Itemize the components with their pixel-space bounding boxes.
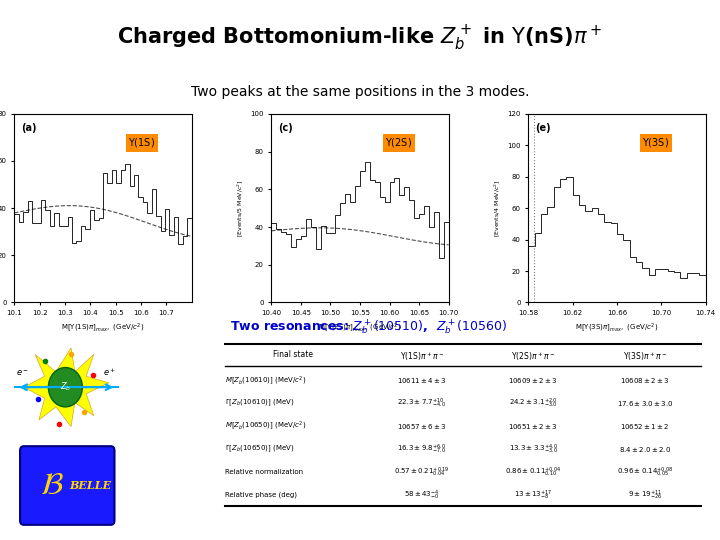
Text: Charged Bottomonium-like $Z_b^+$ in $\Upsilon$(nS)$\pi^+$: Charged Bottomonium-like $Z_b^+$ in $\Up… [117,24,603,53]
Text: $10611 \pm 4 \pm 3$: $10611 \pm 4 \pm 3$ [397,376,446,384]
Text: $10609 \pm 2 \pm 3$: $10609 \pm 2 \pm 3$ [508,376,558,384]
Circle shape [48,368,82,407]
Text: (a): (a) [22,123,37,133]
Text: $\Gamma[Z_b(10610)]$ (MeV): $\Gamma[Z_b(10610)]$ (MeV) [225,398,294,408]
Text: $\Upsilon$(2S)$\pi^+\pi^-$: $\Upsilon$(2S)$\pi^+\pi^-$ [511,350,555,363]
Text: $M[Z_b(10610)]$ (MeV/$c^2$): $M[Z_b(10610)]$ (MeV/$c^2$) [225,374,307,387]
Text: $\Upsilon$(1S): $\Upsilon$(1S) [128,137,156,150]
X-axis label: M[$\Upsilon$(1S)$\pi$]$_{max}$,  (GeV/$c^2$): M[$\Upsilon$(1S)$\pi$]$_{max}$, (GeV/$c^… [61,322,145,334]
Text: $13.3 \pm 3.3^{+4.0}_{-3.0}$: $13.3 \pm 3.3^{+4.0}_{-3.0}$ [509,442,558,456]
Text: $13 \pm 13^{+17}_{-8}$: $13 \pm 13^{+17}_{-8}$ [514,488,552,502]
Text: $22.3 \pm 7.7^{+10}_{-4.0}$: $22.3 \pm 7.7^{+10}_{-4.0}$ [397,396,446,410]
Text: $\Upsilon$(1S)$\pi^+\pi^-$: $\Upsilon$(1S)$\pi^+\pi^-$ [400,350,444,363]
Text: $\Upsilon$(3S)$\pi^+\pi^-$: $\Upsilon$(3S)$\pi^+\pi^-$ [623,350,667,363]
Text: $10608 \pm 2 \pm 3$: $10608 \pm 2 \pm 3$ [620,376,670,384]
X-axis label: M[$\Upsilon$(2S)$\pi$]$_{max}$,  (GeV/$c^2$): M[$\Upsilon$(2S)$\pi$]$_{max}$, (GeV/$c^… [318,322,402,334]
Text: Relative phase (deg): Relative phase (deg) [225,491,297,498]
Text: $e^+$: $e^+$ [103,367,116,379]
Text: $e^-$: $e^-$ [17,369,30,379]
Text: $0.57 \pm 0.21^{+0.19}_{0.04}$: $0.57 \pm 0.21^{+0.19}_{0.04}$ [394,465,449,478]
Text: $24.2 \pm 3.1^{+2.0}_{-3.0}$: $24.2 \pm 3.1^{+2.0}_{-3.0}$ [509,396,557,410]
Polygon shape [24,348,109,427]
Text: $\Upsilon$(3S): $\Upsilon$(3S) [642,137,670,150]
X-axis label: M[$\Upsilon$(3S)$\pi$]$_{max}$,  (GeV/$c^2$): M[$\Upsilon$(3S)$\pi$]$_{max}$, (GeV/$c^… [575,322,659,334]
Text: $M[Z_b(10650)]$ (MeV/$c^2$): $M[Z_b(10650)]$ (MeV/$c^2$) [225,420,307,433]
Text: $8.4 \pm 2.0 \pm 2.0$: $8.4 \pm 2.0 \pm 2.0$ [619,444,671,454]
Text: $58 \pm 43^{-4}_{-0}$: $58 \pm 43^{-4}_{-0}$ [404,488,439,502]
Text: (e): (e) [536,123,551,133]
Text: Final state: Final state [273,350,313,359]
Text: (c): (c) [279,123,293,133]
FancyBboxPatch shape [20,446,114,525]
Text: $\Gamma[Z_b(10650)]$ (MeV): $\Gamma[Z_b(10650)]$ (MeV) [225,444,294,454]
Text: $Z_b$: $Z_b$ [60,381,71,394]
Text: $10651 \pm 2 \pm 3$: $10651 \pm 2 \pm 3$ [508,422,558,430]
Text: Two peaks at the same positions in the 3 modes.: Two peaks at the same positions in the 3… [191,85,529,99]
Text: $9 \pm 19^{+11}_{-26}$: $9 \pm 19^{+11}_{-26}$ [628,488,662,502]
Text: $17.6 \pm 3.0 \pm 3.0$: $17.6 \pm 3.0 \pm 3.0$ [616,399,673,408]
Text: BELLE: BELLE [69,480,111,491]
Text: $\mathcal{B}$: $\mathcal{B}$ [40,471,64,500]
Text: $16.3 \pm 9.8^{+6.0}_{-7.0}$: $16.3 \pm 9.8^{+6.0}_{-7.0}$ [397,442,446,456]
Text: Two resonances: $Z_b^+(10510)$,  $Z_b^+(10560)$: Two resonances: $Z_b^+(10510)$, $Z_b^+(1… [230,318,507,336]
Text: Relative normalization: Relative normalization [225,469,303,475]
Text: $0.86 \pm 0.11^{+0.04}_{0.10}$: $0.86 \pm 0.11^{+0.04}_{0.10}$ [505,465,562,478]
Y-axis label: [Events/5 MeV/$c^2$]: [Events/5 MeV/$c^2$] [235,179,245,237]
Text: $10657 \pm 6 \pm 3$: $10657 \pm 6 \pm 3$ [397,422,446,430]
Text: $\Upsilon$(2S): $\Upsilon$(2S) [385,137,413,150]
Text: $0.96 \pm 0.14^{+0.08}_{0.05}$: $0.96 \pm 0.14^{+0.08}_{0.05}$ [616,465,673,478]
Y-axis label: [Events/4 MeV/$c^2$]: [Events/4 MeV/$c^2$] [492,179,502,237]
Text: $10652 \pm 1 \pm 2$: $10652 \pm 1 \pm 2$ [620,422,670,430]
